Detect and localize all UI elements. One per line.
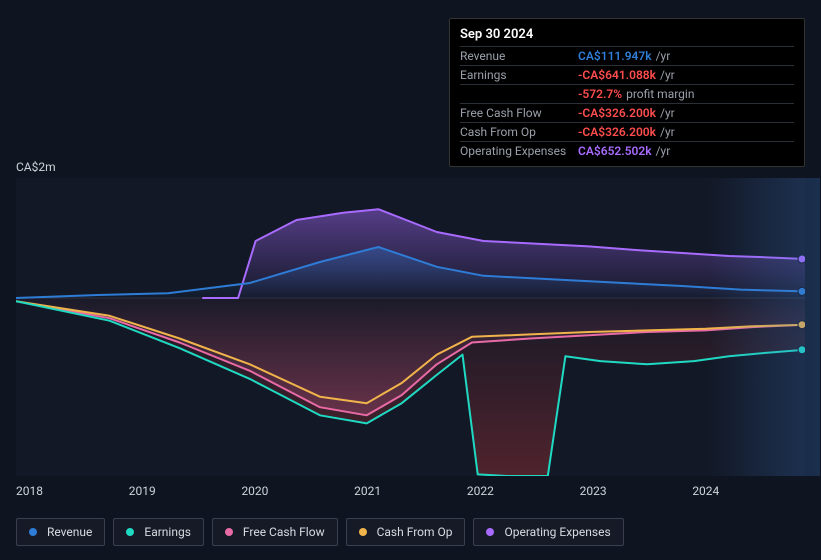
tooltip-row: RevenueCA$111.947k/yr — [460, 46, 794, 65]
tooltip-row: Operating ExpensesCA$652.502k/yr — [460, 141, 794, 160]
tooltip-row-label: Revenue — [460, 49, 578, 63]
tooltip-row: Free Cash Flow-CA$326.200k/yr — [460, 103, 794, 122]
tooltip-date: Sep 30 2024 — [460, 25, 794, 46]
chart-root: Sep 30 2024 RevenueCA$111.947k/yrEarning… — [0, 0, 821, 560]
tooltip-row: Earnings-CA$641.088k/yr — [460, 65, 794, 84]
x-axis-label: 2021 — [354, 484, 467, 498]
tooltip-row-value: -CA$641.088k — [578, 68, 656, 82]
legend-dot-icon — [29, 528, 37, 536]
legend: Revenue Earnings Free Cash Flow Cash From O… — [16, 518, 624, 546]
legend-item-label: Cash From Op — [377, 525, 453, 539]
x-axis-label: 2018 — [16, 484, 129, 498]
x-axis-label: 2023 — [580, 484, 693, 498]
legend-item[interactable]: Revenue — [16, 518, 105, 546]
tooltip-row-label: Free Cash Flow — [460, 106, 578, 120]
tooltip-row-value: -CA$326.200k — [578, 106, 656, 120]
x-axis-label: 2020 — [241, 484, 354, 498]
x-axis: 2018201920202021202220232024 — [16, 484, 805, 498]
tooltip-row-value: CA$111.947k — [578, 49, 652, 63]
x-axis-label: 2024 — [692, 484, 805, 498]
tooltip-row-label: Cash From Op — [460, 125, 578, 139]
tooltip-row-label — [460, 87, 578, 101]
legend-item-label: Earnings — [144, 525, 191, 539]
legend-dot-icon — [486, 528, 494, 536]
legend-item-label: Free Cash Flow — [243, 525, 325, 539]
tooltip-row-suffix: /yr — [660, 125, 675, 139]
tooltip-row-suffix: /yr — [660, 68, 675, 82]
legend-dot-icon — [359, 528, 367, 536]
tooltip-row-label: Operating Expenses — [460, 144, 578, 158]
legend-item[interactable]: Earnings — [113, 518, 204, 546]
tooltip-row-suffix: /yr — [660, 106, 675, 120]
legend-item[interactable]: Free Cash Flow — [212, 518, 338, 546]
legend-dot-icon — [225, 528, 233, 536]
y-axis-label: CA$2m — [16, 160, 56, 174]
tooltip-row-value: -CA$326.200k — [578, 125, 656, 139]
tooltip-row-suffix: /yr — [656, 144, 671, 158]
legend-dot-icon — [126, 528, 134, 536]
x-axis-label: 2019 — [129, 484, 242, 498]
legend-item[interactable]: Cash From Op — [346, 518, 466, 546]
legend-item-label: Operating Expenses — [504, 525, 610, 539]
tooltip-row-value: -572.7% — [578, 87, 622, 101]
tooltip-row: Cash From Op-CA$326.200k/yr — [460, 122, 794, 141]
tooltip-row-suffix: profit margin — [626, 87, 694, 101]
tooltip-row-suffix: /yr — [656, 49, 671, 63]
tooltip-panel: Sep 30 2024 RevenueCA$111.947k/yrEarning… — [449, 18, 805, 167]
tooltip-row-value: CA$652.502k — [578, 144, 652, 158]
tooltip-row-label: Earnings — [460, 68, 578, 82]
legend-item[interactable]: Operating Expenses — [473, 518, 623, 546]
x-axis-label: 2022 — [467, 484, 580, 498]
legend-item-label: Revenue — [47, 525, 92, 539]
tooltip-row: -572.7% profit margin — [460, 84, 794, 103]
